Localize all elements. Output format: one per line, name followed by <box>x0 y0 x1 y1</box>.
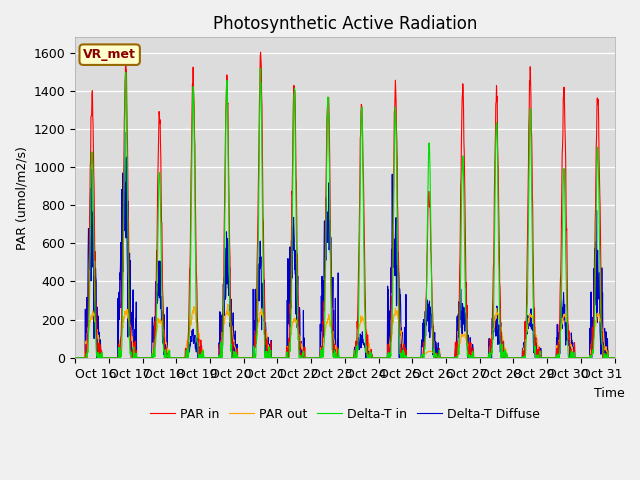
Delta-T Diffuse <box>611 355 618 360</box>
PAR in <box>321 301 328 307</box>
PAR in <box>472 355 479 360</box>
PAR out <box>321 332 328 338</box>
Delta-T in <box>604 351 611 357</box>
PAR out <box>331 342 339 348</box>
Line: Delta-T Diffuse: Delta-T Diffuse <box>75 132 614 358</box>
Delta-T Diffuse <box>331 355 339 360</box>
Delta-T in <box>257 65 264 71</box>
PAR out <box>611 355 618 360</box>
Delta-T in <box>321 333 328 338</box>
Line: PAR in: PAR in <box>75 52 614 358</box>
PAR out <box>551 355 559 360</box>
PAR in <box>331 355 339 360</box>
PAR in <box>71 355 79 360</box>
Delta-T Diffuse <box>156 286 164 291</box>
Text: VR_met: VR_met <box>83 48 136 61</box>
PAR out <box>472 355 479 360</box>
Line: Delta-T in: Delta-T in <box>75 68 614 358</box>
Line: PAR out: PAR out <box>75 304 614 358</box>
Delta-T Diffuse <box>121 129 129 135</box>
PAR in <box>611 355 618 360</box>
PAR in <box>257 49 264 55</box>
Delta-T in <box>551 355 559 360</box>
Delta-T Diffuse <box>551 355 559 360</box>
Delta-T in <box>472 355 479 360</box>
PAR in <box>156 112 163 118</box>
Title: Photosynthetic Active Radiation: Photosynthetic Active Radiation <box>212 15 477 33</box>
Delta-T in <box>71 355 79 360</box>
PAR out <box>156 319 163 324</box>
Delta-T in <box>331 347 339 353</box>
PAR in <box>604 355 611 360</box>
PAR out <box>224 301 232 307</box>
X-axis label: Time: Time <box>594 386 625 400</box>
Y-axis label: PAR (umol/m2/s): PAR (umol/m2/s) <box>15 145 28 250</box>
PAR out <box>71 355 79 360</box>
PAR out <box>604 351 611 357</box>
Delta-T Diffuse <box>321 218 328 224</box>
Delta-T in <box>611 355 618 360</box>
Delta-T Diffuse <box>472 355 479 360</box>
PAR in <box>551 355 559 360</box>
Delta-T Diffuse <box>71 355 79 360</box>
Delta-T in <box>156 172 163 178</box>
Delta-T Diffuse <box>604 336 611 342</box>
Legend: PAR in, PAR out, Delta-T in, Delta-T Diffuse: PAR in, PAR out, Delta-T in, Delta-T Dif… <box>145 403 545 425</box>
